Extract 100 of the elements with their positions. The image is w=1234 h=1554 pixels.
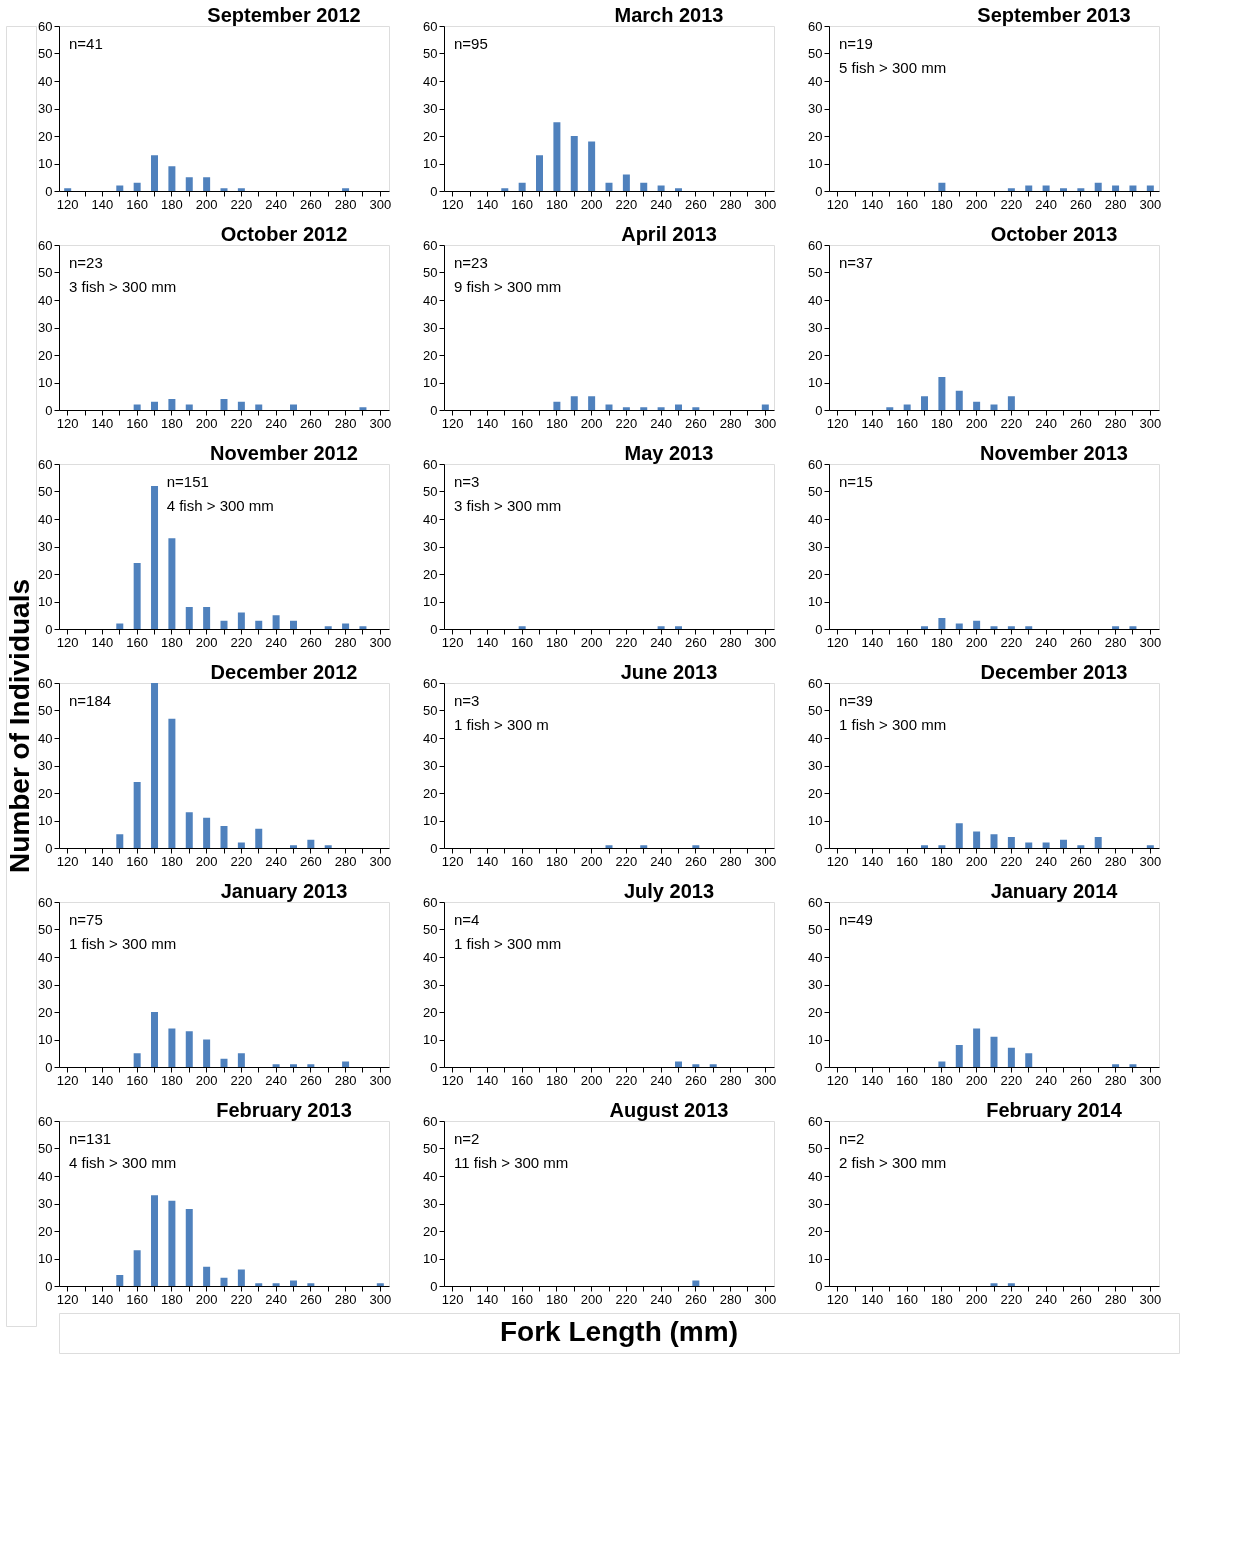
- y-tick-label: 50: [423, 46, 438, 61]
- bar: [203, 1266, 211, 1286]
- y-tick-label: 40: [423, 949, 438, 965]
- x-tick-label: 160: [126, 196, 149, 212]
- annotation: n=75: [69, 911, 103, 928]
- x-tick-label: 280: [719, 415, 742, 431]
- y-tick-label: 30: [808, 320, 823, 335]
- y-tick-label: 60: [38, 1113, 53, 1129]
- x-tick-label: 220: [230, 634, 253, 650]
- bar: [938, 845, 946, 848]
- bar: [640, 407, 648, 410]
- bar: [1025, 842, 1033, 848]
- y-tick-label: 60: [38, 456, 53, 472]
- y-tick-label: 50: [38, 265, 53, 280]
- bar: [133, 182, 141, 191]
- annotation: n=4: [454, 911, 480, 928]
- bar: [255, 828, 263, 848]
- bar: [237, 842, 245, 848]
- y-tick-label: 30: [38, 977, 53, 992]
- x-tick-label: 180: [931, 853, 953, 869]
- bar: [1112, 626, 1120, 629]
- y-tick-label: 30: [808, 539, 823, 554]
- x-tick-label: 200: [965, 1072, 988, 1088]
- bar: [289, 1280, 297, 1286]
- x-tick-label: 240: [1035, 415, 1057, 431]
- annotation: n=15: [839, 473, 873, 490]
- x-tick-label: 220: [1000, 634, 1023, 650]
- y-tick-label: 40: [808, 292, 823, 308]
- bar: [570, 136, 578, 191]
- x-tick-label: 300: [1139, 1072, 1162, 1088]
- bar: [324, 626, 332, 629]
- x-tick-label: 300: [1139, 634, 1162, 650]
- chart-title: March 2013: [614, 4, 724, 26]
- bar: [116, 185, 124, 191]
- annotation: n=3: [454, 473, 480, 490]
- x-tick-label: 200: [195, 853, 218, 869]
- x-tick-label: 260: [299, 853, 322, 869]
- y-tick-label: 60: [38, 18, 53, 34]
- x-tick-label: 260: [299, 196, 322, 212]
- y-tick-label: 40: [423, 511, 438, 527]
- y-tick-label: 40: [808, 73, 823, 89]
- chart-title: September 2012: [207, 4, 361, 26]
- bar: [133, 563, 141, 629]
- bar: [185, 177, 193, 191]
- x-tick-label: 140: [91, 1072, 114, 1088]
- x-tick-label: 300: [754, 1291, 777, 1307]
- x-tick-label: 300: [369, 196, 392, 212]
- y-tick-label: 10: [808, 594, 823, 609]
- x-tick-label: 140: [861, 1072, 884, 1088]
- y-tick-label: 50: [423, 703, 438, 718]
- chart-title: June 2013: [620, 661, 718, 683]
- x-tick-label: 260: [299, 1072, 322, 1088]
- bar: [973, 620, 981, 629]
- x-tick-label: 300: [1139, 415, 1162, 431]
- bar: [203, 817, 211, 848]
- x-tick-label: 160: [896, 853, 919, 869]
- y-tick-label: 0: [430, 402, 438, 418]
- x-tick-label: 300: [369, 634, 392, 650]
- bar: [518, 182, 526, 191]
- y-tick-label: 50: [423, 1141, 438, 1156]
- x-tick-label: 140: [861, 415, 884, 431]
- y-tick-label: 10: [423, 813, 438, 828]
- annotation: 1 fish > 300 m: [454, 716, 549, 733]
- y-tick-label: 0: [45, 1278, 53, 1294]
- bar: [1059, 839, 1067, 848]
- y-tick-label: 0: [45, 402, 53, 418]
- bar: [990, 834, 998, 848]
- x-tick-label: 120: [56, 1072, 79, 1088]
- x-tick-label: 240: [265, 1072, 287, 1088]
- chart-title: October 2012: [220, 223, 348, 245]
- y-tick-label: 0: [815, 1278, 823, 1294]
- x-tick-label: 120: [441, 1291, 464, 1307]
- x-tick-label: 300: [1139, 1291, 1162, 1307]
- x-tick-label: 260: [299, 415, 322, 431]
- x-tick-label: 280: [334, 853, 357, 869]
- x-tick-label: 220: [230, 196, 253, 212]
- y-tick-label: 30: [423, 539, 438, 554]
- y-tick-label: 20: [38, 347, 53, 363]
- x-tick-label: 180: [161, 1291, 183, 1307]
- bar: [605, 182, 613, 191]
- bar: [220, 188, 228, 191]
- bar: [255, 1283, 263, 1286]
- x-tick-label: 160: [126, 634, 149, 650]
- y-tick-label: 0: [430, 621, 438, 637]
- bar: [990, 626, 998, 629]
- chart-title: December 2013: [980, 661, 1128, 683]
- y-tick-label: 40: [38, 292, 53, 308]
- chart-title: January 2013: [220, 880, 348, 902]
- bar: [553, 122, 561, 191]
- y-tick-label: 20: [808, 128, 823, 144]
- y-tick-label: 40: [38, 949, 53, 965]
- annotation: n=23: [454, 254, 488, 271]
- x-tick-label: 300: [754, 196, 777, 212]
- y-tick-label: 20: [38, 785, 53, 801]
- x-tick-label: 180: [931, 1291, 953, 1307]
- y-tick-label: 60: [423, 237, 438, 253]
- bar: [185, 1209, 193, 1286]
- annotation: 4 fish > 300 mm: [166, 497, 274, 514]
- y-tick-label: 50: [38, 484, 53, 499]
- x-tick-label: 120: [56, 196, 79, 212]
